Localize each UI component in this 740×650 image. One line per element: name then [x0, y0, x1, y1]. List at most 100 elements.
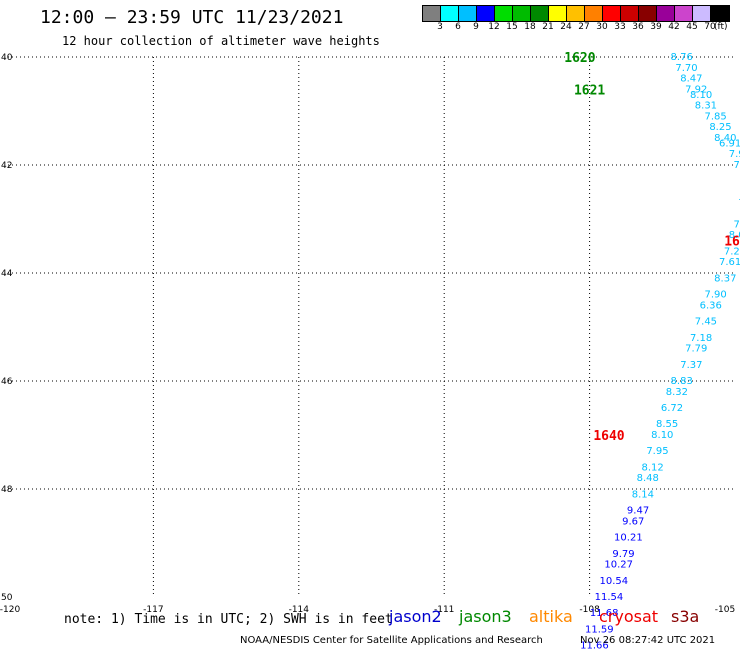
color-legend-swatch: [675, 6, 693, 21]
color-legend-swatch: [495, 6, 513, 21]
wave-height-value: 8.31: [695, 101, 717, 112]
wave-height-value: 8.40: [714, 133, 736, 144]
color-legend-swatch: [603, 6, 621, 21]
page-subtitle: 12 hour collection of altimeter wave hei…: [62, 34, 380, 48]
longitude-tick-label: -120: [0, 605, 20, 615]
color-legend-swatch: [477, 6, 495, 21]
wave-height-value: 8.10: [690, 90, 712, 101]
latitude-tick-label: 44: [1, 269, 13, 279]
wave-height-value: 8.03: [729, 230, 740, 241]
longitude-tick-label: -117: [143, 605, 163, 615]
wave-height-value: 7.64: [734, 160, 740, 171]
wave-height-value: 7.61: [719, 257, 740, 268]
wave-height-value: 10.54: [600, 576, 629, 587]
wave-height-value: 8.25: [709, 122, 731, 133]
wave-height-value: 7.79: [685, 344, 707, 355]
color-legend-swatch: [459, 6, 477, 21]
wave-height-value: 8.55: [656, 419, 678, 430]
latitude-tick-label: 42: [1, 161, 12, 171]
wave-height-value: 7.95: [646, 446, 668, 457]
wave-height-value: 7.85: [704, 111, 726, 122]
color-legend-bar: [422, 5, 730, 22]
wave-height-value: 7.45: [695, 317, 717, 328]
pass-time-label: 1640: [593, 429, 624, 444]
color-legend-label: 24: [560, 22, 572, 32]
pass-time-label: 1639: [724, 235, 740, 250]
satellite-legend-jason2: jason2: [389, 607, 442, 626]
wave-height-value: 6.36: [700, 300, 722, 311]
satellite-legend-jason3: jason3: [459, 607, 512, 626]
color-legend-label: 70: [704, 22, 716, 32]
wave-height-value: 8.32: [666, 387, 688, 398]
color-legend-label: 36: [632, 22, 644, 32]
wave-height-value: 7.18: [690, 333, 712, 344]
color-legend-label: 18: [524, 22, 536, 32]
wave-height-value: 10.27: [604, 560, 633, 571]
color-legend-label: 21: [542, 22, 554, 32]
color-legend-swatch: [549, 6, 567, 21]
latitude-tick-label: 40: [1, 53, 13, 63]
wave-height-value: 8.37: [714, 273, 736, 284]
color-legend-swatch: [513, 6, 531, 21]
wave-height-value: 8.47: [680, 74, 702, 85]
wave-height-value: 11.68: [590, 608, 619, 619]
satellite-legend-cryosat: cryosat: [599, 607, 659, 626]
latitude-tick-label: 46: [1, 377, 13, 387]
footer-date: Nov 26 08:27:42 UTC 2021: [580, 635, 716, 646]
color-legend-label: 45: [686, 22, 698, 32]
wave-height-value: 11.54: [595, 592, 624, 603]
color-legend-swatch: [423, 6, 441, 21]
pass-time-label: 1621: [574, 83, 605, 98]
wave-height-value: 8.14: [632, 489, 654, 500]
wave-height-value: 7.96: [729, 149, 740, 160]
color-legend-swatch: [441, 6, 459, 21]
longitude-tick-label: -105: [715, 605, 735, 615]
wave-height-value: 8.83: [671, 376, 693, 387]
wave-height-value: 9.79: [612, 549, 634, 560]
wave-height-value: 8.10: [651, 430, 673, 441]
wave-height-value: 11.66: [580, 641, 609, 650]
wave-height-value: 7.92: [685, 84, 707, 95]
longitude-tick-label: -111: [434, 605, 454, 615]
wave-height-value: 6.72: [661, 403, 683, 414]
color-legend-unit: (ft): [714, 22, 728, 32]
color-legend-swatch: [585, 6, 603, 21]
color-legend-label: 30: [596, 22, 608, 32]
wave-height-value: 8.76: [671, 52, 693, 63]
color-legend-swatch: [621, 6, 639, 21]
wave-height-value: 11.59: [585, 624, 614, 635]
wave-height-value: 6.91: [719, 138, 740, 149]
wave-height-value: 7.37: [680, 360, 702, 371]
wave-height-value: 9.67: [622, 516, 644, 527]
color-legend-swatch: [693, 6, 711, 21]
color-legend-label: 42: [668, 22, 680, 32]
footer-credit: NOAA/NESDIS Center for Satellite Applica…: [240, 635, 543, 646]
pass-time-label: 1620: [564, 51, 595, 66]
color-legend-label: 33: [614, 22, 626, 32]
wave-height-value: 7.90: [704, 290, 726, 301]
color-legend-label: 39: [650, 22, 662, 32]
wave-height-value: 7.63: [738, 198, 740, 209]
color-legend-label: 12: [488, 22, 500, 32]
color-legend-label: 6: [455, 22, 461, 32]
footer-note: note: 1) Time is in UTC; 2) SWH is in fe…: [64, 612, 393, 627]
wave-height-value: 7.08: [734, 219, 740, 230]
latitude-tick-label: 50: [1, 593, 13, 603]
color-legend-swatch: [711, 6, 729, 21]
color-legend-label: 3: [437, 22, 443, 32]
wave-height-value: 8.12: [641, 462, 663, 473]
wave-height-value: 8.48: [637, 473, 659, 484]
satellite-legend-s3a: s3a: [671, 607, 700, 626]
satellite-legend-altika: altika: [529, 607, 573, 626]
longitude-tick-label: -114: [289, 605, 310, 615]
page-title: 12:00 – 23:59 UTC 11/23/2021: [40, 7, 344, 28]
wave-height-value: 10.21: [614, 533, 643, 544]
color-legend-label: 27: [578, 22, 590, 32]
longitude-tick-label: -108: [579, 605, 600, 615]
wave-height-value: 9.47: [627, 506, 649, 517]
color-legend-swatch: [567, 6, 585, 21]
wave-height-value: 7.29: [724, 246, 740, 257]
color-legend-swatch: [657, 6, 675, 21]
color-legend-label: 9: [473, 22, 479, 32]
